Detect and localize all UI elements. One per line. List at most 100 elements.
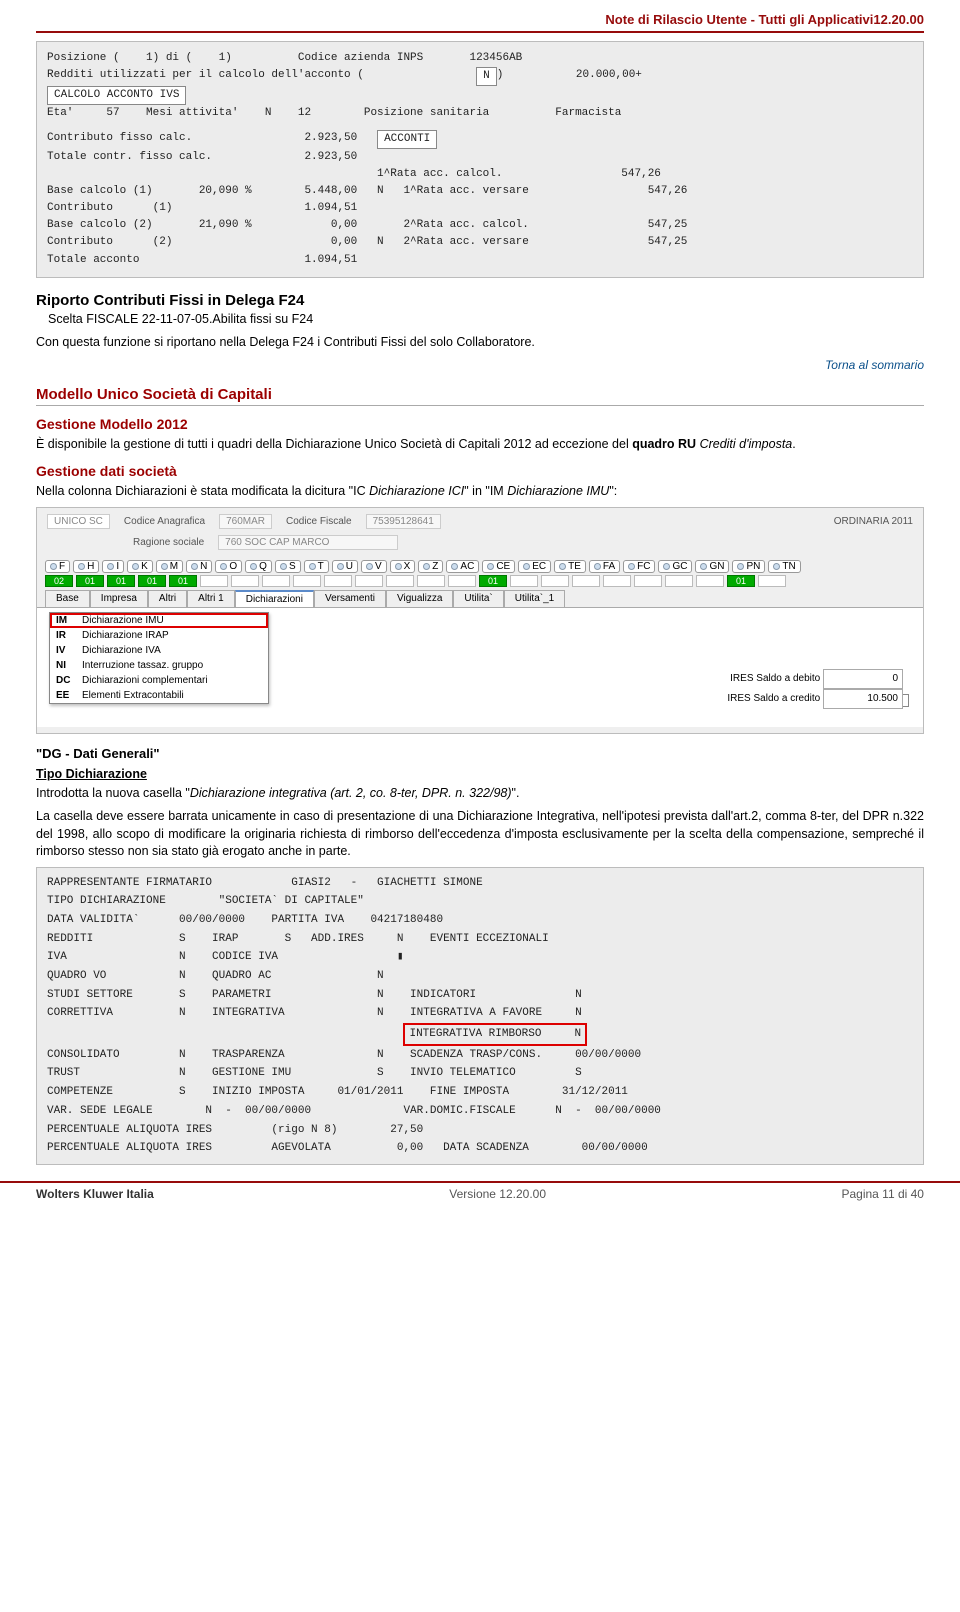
form-row: DATA VALIDITA` 00/00/0000 PARTITA IVA 04… — [47, 911, 913, 930]
dichiarazioni-dropdown: IMDichiarazione IMUIRDichiarazione IRAPI… — [49, 612, 269, 704]
letter-tab[interactable]: K — [127, 560, 153, 573]
cod-fisc-label: Codice Fiscale — [286, 516, 352, 527]
gestione-dati-text: Nella colonna Dichiarazioni è stata modi… — [36, 483, 924, 501]
num-cell: 01 — [76, 575, 104, 587]
ires-credito-field[interactable]: 10.500 — [823, 689, 903, 709]
letter-tab[interactable]: PN — [732, 560, 765, 573]
form-row: CONSOLIDATO N TRASPARENZA N SCADENZA TRA… — [47, 1046, 913, 1065]
letter-tab[interactable]: S — [275, 560, 301, 573]
menu-tab[interactable]: Versamenti — [314, 590, 386, 607]
gestione-modello-text: È disponibile la gestione di tutti i qua… — [36, 436, 924, 454]
num-cell — [293, 575, 321, 587]
dg-heading: "DG - Dati Generali" — [36, 746, 924, 761]
calc-row-5: Base calcolo (2) 21,090 % 0,00 2^Rata ac… — [47, 217, 687, 234]
acconti-badge: ACCONTI — [377, 130, 437, 149]
form-row: COMPETENZE S INIZIO IMPOSTA 01/01/2011 F… — [47, 1083, 913, 1102]
dropdown-item[interactable]: NIInterruzione tassaz. gruppo — [50, 658, 268, 673]
calc-n-field[interactable]: N — [476, 67, 497, 86]
letter-tab[interactable]: TN — [768, 560, 800, 573]
menu-tab[interactable]: Vigualizza — [386, 590, 453, 607]
num-cell — [758, 575, 786, 587]
letter-tab[interactable]: H — [73, 560, 99, 573]
num-cell: 01 — [107, 575, 135, 587]
dropdown-item[interactable]: EEElementi Extracontabili — [50, 688, 268, 703]
letter-tab[interactable]: GC — [658, 560, 692, 573]
num-strip: 0201010101 01 01 — [37, 575, 923, 590]
ordinaria-label: ORDINARIA 2011 — [834, 516, 913, 527]
num-cell — [665, 575, 693, 587]
calc-acconto-screenshot: Posizione ( 1) di ( 1) Codice azienda IN… — [36, 41, 924, 278]
cod-anag-field[interactable]: 760MAR — [219, 514, 272, 529]
letter-tab[interactable]: FA — [589, 560, 620, 573]
menu-tab[interactable]: Impresa — [90, 590, 148, 607]
num-cell: 01 — [138, 575, 166, 587]
menu-tab[interactable]: Utilita` — [453, 590, 503, 607]
letter-tab[interactable]: CE — [482, 560, 515, 573]
num-cell — [603, 575, 631, 587]
riporto-heading: Riporto Contributi Fissi in Delega F24 — [36, 292, 924, 309]
calc-row-4: Contributo (1) 1.094,51 — [47, 200, 357, 217]
dropdown-item[interactable]: IRDichiarazione IRAP — [50, 628, 268, 643]
form-row: REDDITI S IRAP S ADD.IRES N EVENTI ECCEZ… — [47, 930, 913, 949]
calc-row-6: Contributo (2) 0,00 N 2^Rata acc. versar… — [47, 234, 687, 251]
letter-tab[interactable]: T — [304, 560, 329, 573]
ires-debito-field[interactable]: 0 — [823, 669, 903, 689]
letter-tab[interactable]: N — [186, 560, 212, 573]
num-cell: 01 — [169, 575, 197, 587]
header-rule — [36, 31, 924, 33]
letter-tab[interactable]: Z — [418, 560, 443, 573]
dropdown-item[interactable]: IVDichiarazione IVA — [50, 643, 268, 658]
form-row: PERCENTUALE ALIQUOTA IRES AGEVOLATA 0,00… — [47, 1139, 913, 1158]
dropdown-item[interactable]: DCDichiarazioni complementari — [50, 673, 268, 688]
dropdown-item[interactable]: IMDichiarazione IMU — [50, 613, 268, 628]
letter-tab[interactable]: X — [390, 560, 416, 573]
calc-line1: Posizione ( 1) di ( 1) Codice azienda IN… — [47, 50, 522, 67]
form-row: TIPO DICHIARAZIONE "SOCIETA` DI CAPITALE… — [47, 892, 913, 911]
cod-fisc-field[interactable]: 75395128641 — [366, 514, 441, 529]
ires-panel: IRES Saldo a debito 0 IRES Saldo a credi… — [727, 669, 903, 709]
letter-tabs: FHIKMNOQSTUVXZACCEECTEFAFCGCGNPNTN — [37, 556, 923, 575]
calc-row-2: 1^Rata acc. calcol. 547,26 — [47, 166, 661, 183]
menu-tab[interactable]: Base — [45, 590, 90, 607]
num-cell — [510, 575, 538, 587]
letter-tab[interactable]: F — [45, 560, 70, 573]
menu-tab[interactable]: Altri — [148, 590, 187, 607]
dg-text-2: La casella deve essere barrata unicament… — [36, 808, 924, 861]
num-cell — [541, 575, 569, 587]
form-row: CORRETTIVA N INTEGRATIVA N INTEGRATIVA A… — [47, 1004, 913, 1023]
letter-tab[interactable]: TE — [554, 560, 586, 573]
num-cell — [696, 575, 724, 587]
form-row: PERCENTUALE ALIQUOTA IRES (rigo N 8) 27,… — [47, 1121, 913, 1140]
letter-tab[interactable]: M — [156, 560, 183, 573]
letter-tab[interactable]: GN — [695, 560, 729, 573]
calc-row-1: Totale contr. fisso calc. 2.923,50 — [47, 149, 357, 166]
letter-tab[interactable]: AC — [446, 560, 479, 573]
letter-tab[interactable]: O — [215, 560, 242, 573]
num-cell — [448, 575, 476, 587]
dg-text-1: Introdotta la nuova casella "Dichiarazio… — [36, 785, 924, 803]
gestione-dati-heading: Gestione dati società — [36, 463, 924, 479]
tipo-dich-heading: Tipo Dichiarazione — [36, 767, 924, 781]
menu-tab[interactable]: Altri 1 — [187, 590, 235, 607]
h2-rule — [36, 405, 924, 406]
form-row: TRUST N GESTIONE IMU S INVIO TELEMATICO … — [47, 1064, 913, 1083]
num-cell — [324, 575, 352, 587]
form-row: IVA N CODICE IVA ▮ — [47, 948, 913, 967]
num-cell — [572, 575, 600, 587]
letter-tab[interactable]: I — [102, 560, 124, 573]
letter-tab[interactable]: V — [361, 560, 387, 573]
letter-tab[interactable]: FC — [623, 560, 655, 573]
dichiarazioni-screenshot: UNICO SC Codice Anagrafica 760MAR Codice… — [36, 507, 924, 734]
num-cell: 01 — [479, 575, 507, 587]
ragione-label: Ragione sociale — [133, 537, 204, 548]
calc-row-3: Base calcolo (1) 20,090 % 5.448,00 N 1^R… — [47, 183, 687, 200]
ragione-field[interactable]: 760 SOC CAP MARCO — [218, 535, 398, 550]
num-cell — [634, 575, 662, 587]
menu-tab[interactable]: Utilita`_1 — [504, 590, 565, 607]
menu-tab[interactable]: Dichiarazioni — [235, 590, 314, 607]
letter-tab[interactable]: Q — [245, 560, 272, 573]
letter-tab[interactable]: EC — [518, 560, 551, 573]
torna-sommario-link[interactable]: Torna al sommario — [36, 358, 924, 372]
letter-tab[interactable]: U — [332, 560, 358, 573]
num-cell: 02 — [45, 575, 73, 587]
